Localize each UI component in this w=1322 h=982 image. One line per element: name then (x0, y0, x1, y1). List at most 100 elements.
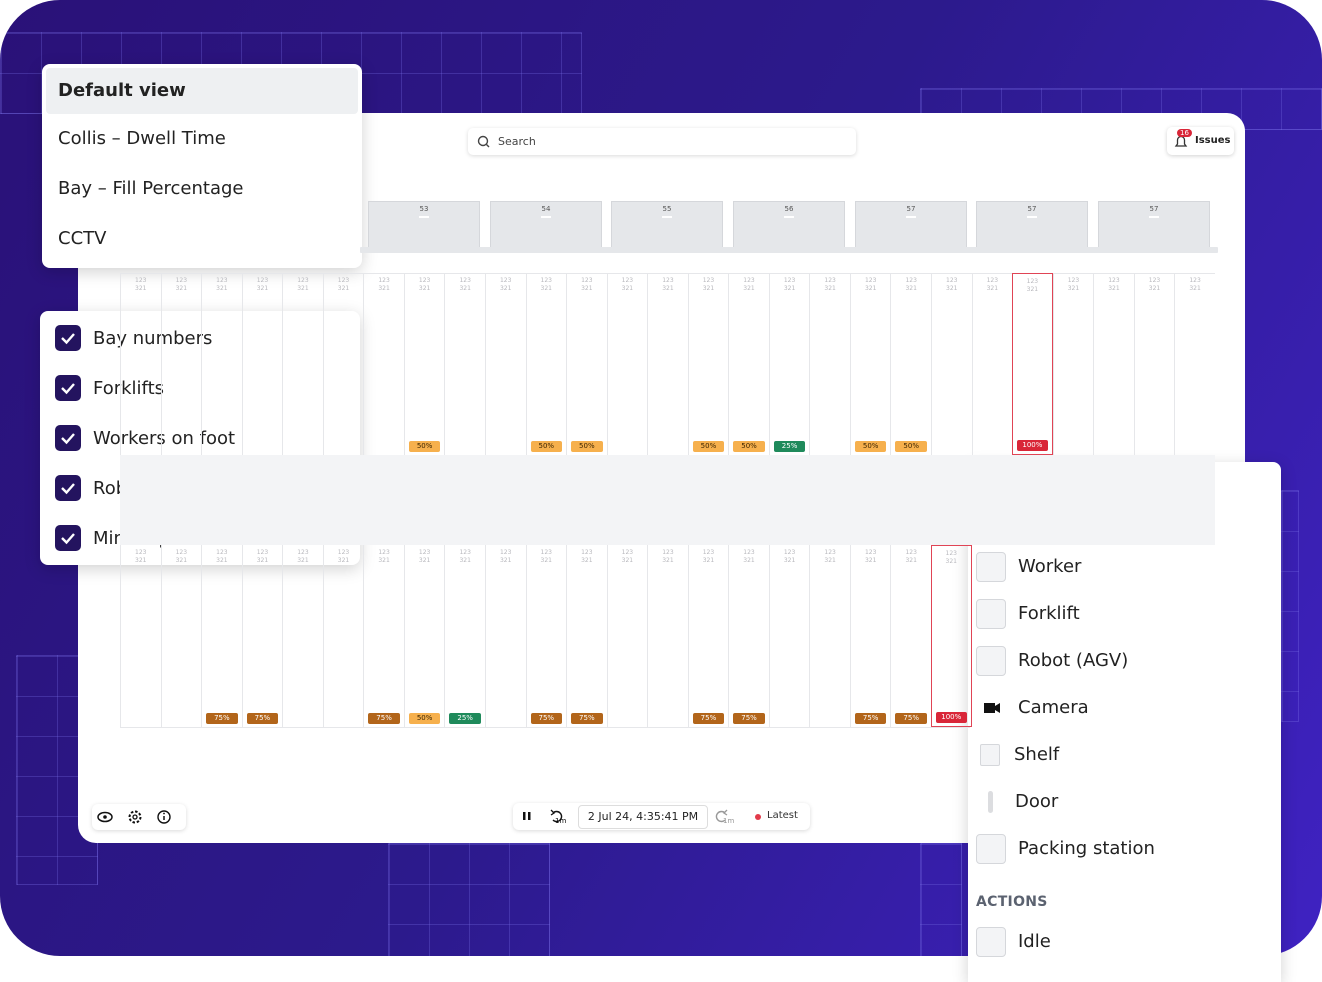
fill-badge: 50% (408, 441, 441, 452)
section-heading: ACTIONS (976, 894, 1048, 910)
forward-icon[interactable] (713, 803, 737, 830)
fill-badge: 50% (854, 441, 887, 452)
bay: 123 321 (809, 545, 850, 727)
fill-badge: 75% (571, 713, 603, 724)
bay-code: 321 (1108, 285, 1120, 292)
bay-code: 321 (175, 285, 188, 292)
legend-icon (976, 551, 1006, 582)
layer-toggle[interactable]: Bay numbers (40, 313, 360, 363)
search-box[interactable]: Search (468, 128, 856, 155)
bay-code: 123 (135, 549, 147, 556)
skip-back-label: 1m (555, 817, 567, 825)
legend-item[interactable]: Idle (968, 918, 1281, 965)
bay-code: 321 (905, 557, 917, 564)
bay-code: 123 (702, 277, 715, 284)
legend-item[interactable]: Door (968, 778, 1281, 825)
bay: 123 321 50% (525, 273, 567, 455)
fill-badge: 50% (895, 441, 927, 452)
dock-door: 57 (855, 201, 967, 253)
checkbox[interactable] (55, 375, 81, 401)
playback-icons[interactable] (513, 803, 573, 830)
bay-code: 123 (418, 549, 431, 556)
bay-code: 123 (175, 277, 188, 284)
bay: 123 321 75% (201, 545, 242, 727)
layer-toggle[interactable]: Forklifts (40, 363, 360, 413)
bay-code: 321 (986, 285, 999, 292)
dock-foot (603, 247, 731, 253)
bay: 123 321 (322, 545, 364, 727)
bay: 123 321 50% (687, 273, 729, 455)
dock-marker (1149, 216, 1159, 218)
camera-icon (984, 702, 1000, 713)
bay-code: 321 (945, 558, 957, 565)
dock-marker (1027, 216, 1037, 218)
bay-code: 123 (256, 277, 269, 284)
dock-door: 55 (611, 201, 723, 253)
bay-code: 123 (824, 277, 836, 284)
bay: 123 321 (971, 273, 1013, 455)
legend-item[interactable]: Shelf (968, 731, 1281, 778)
dock-marker (784, 216, 794, 218)
bay-code: 123 (824, 549, 836, 556)
view-option[interactable]: Collis – Dwell Time (58, 128, 226, 149)
bay-code: 321 (824, 285, 836, 292)
bay-code: 321 (135, 557, 147, 564)
legend-icon (988, 790, 993, 813)
view-option[interactable]: Default view (46, 68, 358, 114)
bay-code: 123 (581, 277, 593, 284)
view-option[interactable]: CCTV (58, 228, 107, 249)
bay: 123 321 75% (728, 545, 769, 727)
decor (920, 843, 962, 956)
bay: 123 321 75% (687, 545, 729, 727)
bay-code: 321 (662, 557, 674, 564)
issues-button[interactable]: 16 Issues (1167, 127, 1234, 155)
view-option[interactable]: Bay – Fill Percentage (58, 178, 244, 199)
aisle (120, 455, 1215, 545)
legend-label: Door (1015, 791, 1059, 812)
timestamp[interactable]: 2 Jul 24, 4:35:41 PM (578, 805, 708, 829)
bay-code: 321 (1067, 285, 1080, 292)
bay-code: 123 (702, 549, 715, 556)
checkbox[interactable] (55, 425, 81, 451)
bay: 123 321 75% (525, 545, 567, 727)
bay: 123 321 (160, 273, 202, 455)
fill-badge: 75% (246, 713, 279, 724)
bay-code: 123 (864, 277, 877, 284)
bay-code: 123 (378, 277, 390, 284)
bay: 123 321 50% (566, 273, 607, 455)
bay-code: 123 (459, 549, 471, 556)
legend-label: Idle (1018, 931, 1051, 952)
fill-badge: 75% (895, 713, 927, 724)
dock-foot (360, 247, 488, 253)
legend-item[interactable]: Forklift (968, 590, 1281, 637)
latest-label[interactable]: Latest (767, 810, 798, 821)
checkbox[interactable] (55, 325, 81, 351)
layer-toggle[interactable]: Workers on foot (40, 413, 360, 463)
control-icons[interactable] (92, 804, 186, 830)
bay: 123 321 100% (931, 545, 972, 727)
bay-code: 123 (1067, 277, 1080, 284)
bay: 123 321 50% (403, 273, 445, 455)
bay-code: 123 (135, 277, 147, 284)
checkbox[interactable] (55, 475, 81, 501)
bay-code: 123 (581, 549, 593, 556)
issues-count: 16 (1177, 129, 1192, 137)
bay-code: 321 (702, 557, 715, 564)
dock-door: 53 (368, 201, 480, 253)
checkbox[interactable] (55, 525, 81, 551)
legend-item[interactable]: Camera (968, 684, 1281, 731)
dock-marker (541, 216, 551, 218)
legend-label: Shelf (1014, 744, 1060, 765)
legend-icon (980, 743, 1000, 766)
view-controls (92, 804, 186, 830)
bay-code: 321 (216, 557, 228, 564)
legend-item[interactable]: Robot (AGV) (968, 637, 1281, 684)
bay-code: 321 (499, 557, 512, 564)
bay: 123 321 (282, 273, 323, 455)
bay: 123 321 100% (1012, 273, 1053, 455)
legend-item[interactable]: Worker (968, 543, 1281, 590)
bay-code: 123 (783, 549, 796, 556)
row-line (120, 727, 970, 728)
legend-item[interactable]: Packing station (968, 825, 1281, 872)
bay-code: 321 (337, 285, 350, 292)
